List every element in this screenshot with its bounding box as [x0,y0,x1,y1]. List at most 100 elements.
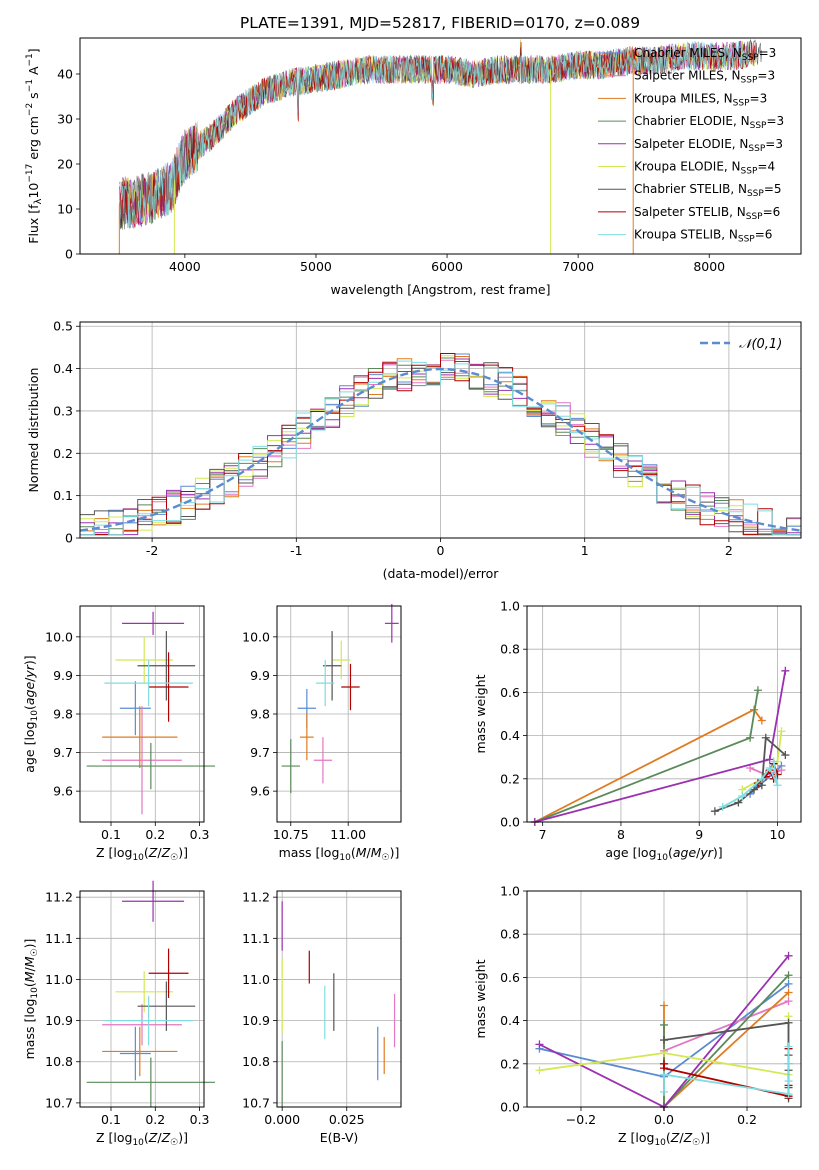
mass-vs-EBV-xlabel: E(B-V) [320,1130,359,1145]
mass-weight-vs-age-marker-kroupa_elodie [777,727,786,736]
mass-weight-vs-Z-marker-kroupa_stelib [784,1090,793,1099]
mass-vs-Z-xtick-label: 0.1 [101,1112,121,1127]
hist-xlabel: (data-model)/error [383,566,500,581]
spectrum-legend-label: Salpeter MILES, NSSP=3 [634,69,775,86]
mass-weight-vs-Z-marker-kroupa_stelib [660,1087,668,1096]
spectrum-xtick-label: 8000 [693,259,725,274]
hist-ytick-label: 0.3 [53,403,73,418]
mass-weight-vs-age-line-chabrier_elodie [534,690,759,823]
age-vs-mass-xtick-label: 10.75 [273,827,309,842]
mass-weight-vs-age-ytick-label: 0.6 [500,685,520,700]
mass-weight-vs-age-marker-chabrier_elodie [746,733,755,742]
spectrum-legend-label: Chabrier MILES, NSSP=3 [634,46,776,63]
mass-weight-vs-Z-xtick-label: 0.0 [654,1112,674,1127]
mass-weight-vs-age-marker-kroupa_stelib [765,764,774,772]
mass-vs-Z-ytick-label: 11.2 [45,890,73,905]
mass-weight-vs-age-marker-salpeter_elodie [781,666,790,675]
age-vs-Z-ytick-label: 9.8 [53,707,73,722]
mass-weight-vs-age-ytick-label: 0.2 [500,771,520,786]
mass-vs-EBV-xtick-label: 0.000 [264,1112,300,1127]
mass-vs-Z-xtick-label: 0.2 [145,1112,165,1127]
mass-weight-vs-Z-marker-salpeter_elodie [535,1040,544,1049]
mass-weight-vs-age-line-kroupa_stelib [722,761,779,808]
spectrum-legend-label: Kroupa STELIB, NSSP=6 [634,228,772,245]
mass-vs-Z-ylabel: mass [log10(M/M☉)] [22,939,40,1060]
mass-weight-vs-age-xtick-label: 8 [617,827,625,842]
age-vs-Z-ylabel: age [log10(age/yr)] [22,655,40,772]
age-vs-mass-xtick-label: 11.00 [330,827,366,842]
mass-weight-vs-Z-xtick-label: −0.2 [566,1112,596,1127]
mass-weight-vs-age-ytick-label: 1.0 [500,599,520,614]
age-vs-mass-ytick-label: 9.8 [250,707,270,722]
mass-vs-Z-ytick-label: 11.0 [45,972,73,987]
mass-weight-vs-Z-marker-kroupa_stelib [784,1042,793,1051]
mass-weight-vs-Z-ytick-label: 1.0 [500,884,520,899]
mass-weight-vs-Z-marker-chabrier_elodie [660,1020,668,1029]
mass-weight-vs-Z-marker-chabrier_stelib [660,1036,668,1045]
age-vs-mass-ytick-label: 9.6 [250,784,270,799]
hist-xtick-label: 1 [581,543,589,558]
mass-vs-EBV-ytick-label: 11.1 [242,931,270,946]
mass-weight-vs-age-frame [526,605,802,823]
spectrum-xtick-label: 5000 [300,259,332,274]
hist-legend-label: 𝒩(0,1) [739,337,782,352]
mass-weight-vs-Z-marker-kroupa_elodie [535,1066,544,1075]
mass-weight-vs-age-marker-kroupa_miles [757,716,766,725]
age-vs-Z-ytick-label: 10.0 [45,629,73,644]
age-vs-Z-xtick-label: 0.2 [145,827,165,842]
mass-vs-EBV-frame [276,890,402,1108]
hist-ytick-label: 0.5 [53,319,73,334]
mass-weight-vs-Z-line-chabrier_elodie [663,974,790,1110]
mass-weight-vs-age-xtick-label: 9 [695,827,703,842]
spectrum-legend-label: Kroupa ELODIE, NSSP=4 [634,160,775,177]
mass-weight-vs-age-ytick-label: 0.8 [500,642,520,657]
mass-weight-vs-age-line-salpeter_elodie [534,670,787,823]
mass-weight-vs-Z-xlabel: Z [log10(Z/Z☉)] [618,1130,710,1148]
mass-vs-EBV-xtick-label: 0.025 [329,1112,365,1127]
mass-weight-vs-age-ylabel: mass weight [473,674,488,753]
mass-weight-vs-age-marker-chabrier_stelib [781,751,790,760]
mass-vs-Z-frame [79,890,205,1108]
mass-weight-vs-Z-marker-kroupa_elodie [660,1049,668,1057]
age-vs-mass-ytick-label: 9.7 [250,745,270,760]
mass-weight-vs-Z-marker-salpeter_elodie [784,951,793,960]
spectrum-legend-label: Kroupa MILES, NSSP=3 [634,91,767,108]
hist-ytick-label: 0 [65,531,73,546]
mass-vs-Z-ytick-label: 10.8 [45,1054,73,1069]
spectrum-ylabel: Flux [fλ10−17 erg cm−2 s−1 A−1] [25,48,44,243]
mass-weight-vs-Z-ytick-label: 0.4 [500,1013,520,1028]
mass-vs-EBV-ytick-label: 11.2 [242,890,270,905]
mass-weight-vs-age-line-kroupa_miles [534,708,763,823]
mass-vs-Z-ytick-label: 11.1 [45,931,73,946]
mass-weight-vs-age-marker-salpeter_miles [777,766,786,775]
mass-weight-vs-age-marker-kroupa_stelib [769,757,778,766]
mass-weight-vs-age-line-chabrier_stelib [714,735,786,813]
mass-weight-vs-Z-marker-kroupa_stelib [784,1059,793,1068]
mass-weight-vs-Z-marker-kroupa_miles [660,1001,668,1010]
spectrum-ytick-label: 40 [57,67,73,82]
figure-title: PLATE=1391, MJD=52817, FIBERID=0170, z=0… [240,14,640,32]
spectrum-legend-label: Salpeter ELODIE, NSSP=3 [634,137,783,154]
mass-weight-vs-age-marker-kroupa_stelib [718,802,727,811]
age-vs-mass-xlabel: mass [log10(M/M☉)] [279,845,400,863]
mass-weight-vs-Z-ytick-label: 0.8 [500,927,520,942]
spectrum-ytick-label: 10 [57,202,73,217]
mass-weight-vs-age-marker-chabrier_elodie [753,686,762,695]
mass-vs-EBV-ytick-label: 10.9 [242,1013,270,1028]
hist-xtick-label: -2 [146,543,158,558]
mass-weight-vs-Z-marker-kroupa_stelib [784,1077,793,1086]
spectrum-xtick-label: 6000 [431,259,463,274]
mass-weight-vs-Z-marker-kroupa_miles [784,988,793,997]
hist-step-salpeter_stelib [80,353,801,536]
mass-vs-EBV-ytick-label: 11.0 [242,972,270,987]
mass-weight-vs-Z-marker-chabrier_stelib [784,1018,793,1027]
mass-weight-vs-Z-ytick-label: 0.0 [500,1100,520,1115]
mass-weight-vs-Z-line-salpeter_miles [663,1000,789,1052]
mass-weight-vs-age-xlabel: age [log10(age/yr)] [605,845,722,863]
mass-weight-vs-Z-marker-kroupa_stelib [660,1070,668,1079]
mass-weight-vs-Z-line-kroupa_miles [663,991,790,1110]
mass-weight-vs-age-ytick-label: 0.0 [500,815,520,830]
age-vs-Z-xlabel: Z [log10(Z/Z☉)] [96,845,188,863]
hist-ytick-label: 0.4 [53,361,73,376]
